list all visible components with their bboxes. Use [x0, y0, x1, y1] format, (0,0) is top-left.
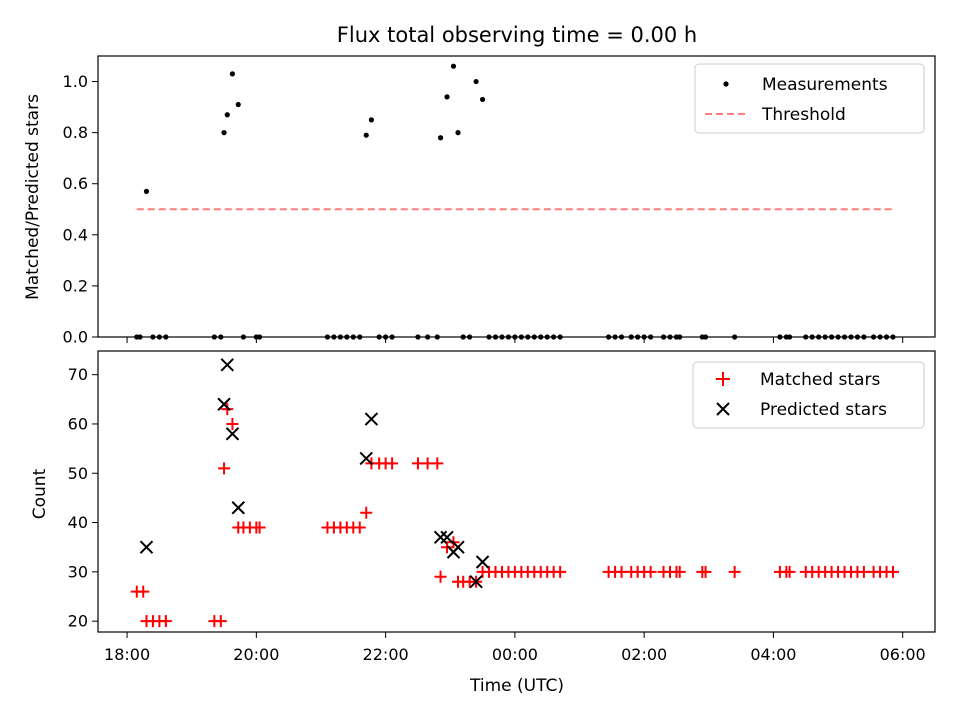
measurement-point [229, 71, 236, 77]
predicted-star-point [469, 575, 483, 589]
matched-star-point [441, 541, 454, 554]
y-tick-label: 1.0 [63, 72, 88, 91]
top-y-axis: 0.0 0.2 0.4 0.6 0.8 1.0 [63, 72, 98, 347]
bottom-plot-area [130, 358, 899, 628]
matched-star-point [218, 462, 231, 475]
legend-matched-label: Matched stars [760, 370, 880, 390]
matched-star-point [431, 457, 444, 470]
measurement-point [450, 63, 457, 69]
x-tick-label: 06:00 [880, 645, 926, 664]
x-tick-label: 20:00 [233, 645, 279, 664]
predicted-star-point [220, 358, 234, 372]
matched-star-point [214, 615, 227, 628]
y-tick-label: 30 [68, 562, 88, 581]
legend-matched-marker [716, 372, 730, 386]
bottom-panel-frame [97, 350, 936, 633]
top-legend: Measurements Threshold [694, 63, 925, 134]
matched-star-point [159, 615, 172, 628]
matched-star-point [783, 565, 796, 578]
bottom-panel: 20 30 40 50 60 70 18:00 20:00 22:00 00:00 02:00 04… [30, 350, 936, 696]
matched-star-point [253, 521, 266, 534]
top-x-ticks [126, 337, 904, 343]
x-tick-label: 22:00 [363, 645, 409, 664]
matched-star-point [226, 417, 239, 430]
y-tick-label: 0.2 [63, 276, 88, 295]
y-tick-label: 20 [68, 612, 88, 631]
matched-star-point [137, 585, 150, 598]
bottom-legend-box [692, 361, 925, 429]
x-axis-label: Time (UTC) [469, 676, 564, 696]
matched-star-point [644, 565, 657, 578]
top-panel: 0.0 0.2 0.4 0.6 0.8 1.0 Matched/Predicted sta… [23, 55, 936, 347]
bottom-y-axis-label: Count [30, 468, 50, 519]
measurement-point [363, 132, 369, 138]
matched-star-point [353, 521, 366, 534]
matched-star-point [386, 457, 399, 470]
y-tick-label: 0.6 [63, 174, 88, 193]
matched-star-point [699, 565, 712, 578]
y-tick-label: 60 [68, 414, 88, 433]
predicted-star-point [225, 427, 240, 441]
matched-star-point [360, 506, 373, 519]
y-tick-label: 40 [68, 513, 88, 532]
matched-star-point [554, 565, 567, 578]
bottom-legend: Matched stars Predicted stars [692, 361, 925, 429]
matched-star-point [673, 565, 686, 578]
predicted-star-point [475, 555, 490, 569]
matched-star-point [728, 565, 741, 578]
top-y-axis-label: Matched/Predicted stars [23, 94, 43, 300]
measurement-point [221, 130, 227, 136]
predicted-star-point [139, 540, 154, 554]
measurement-point [143, 188, 150, 194]
y-tick-label: 70 [68, 365, 88, 384]
predicted-star-point [231, 501, 245, 515]
y-tick-label: 0.8 [63, 123, 88, 142]
x-tick-label: 04:00 [750, 645, 796, 664]
y-tick-label: 0.4 [63, 225, 88, 244]
top-plot-area [134, 63, 896, 340]
x-tick-label: 18:00 [104, 645, 150, 664]
x-tick-label: 00:00 [492, 645, 538, 664]
top-legend-box [694, 63, 925, 134]
predicted-star-point [440, 530, 454, 545]
x-tick-label: 02:00 [621, 645, 667, 664]
measurement-point [368, 117, 374, 123]
legend-predicted-marker [716, 402, 730, 416]
predicted-star-point [217, 397, 231, 411]
matched-star-point [434, 570, 447, 583]
measurement-point [437, 135, 444, 141]
matched-star-point [886, 565, 899, 578]
bottom-x-axis: 18:00 20:00 22:00 00:00 02:00 04:00 06:00 [104, 632, 926, 664]
chart-title: Flux total observing time = 0.00 h [337, 23, 697, 47]
legend-threshold-label: Threshold [761, 105, 846, 125]
predicted-star-point [451, 540, 465, 554]
bottom-y-axis: 20 30 40 50 60 70 [68, 365, 98, 631]
legend-measurements-marker [723, 81, 729, 87]
predicted-star-point [364, 412, 379, 426]
measurement-point [444, 94, 450, 100]
measurement-point [235, 101, 241, 108]
top-panel-frame [97, 55, 936, 338]
measurement-point [479, 96, 486, 103]
y-tick-label: 50 [68, 464, 88, 483]
measurement-point [224, 112, 230, 118]
measurement-point [455, 130, 461, 136]
matched-star-point [221, 403, 234, 416]
legend-measurements-label: Measurements [762, 75, 888, 95]
y-tick-label: 0.0 [63, 328, 88, 347]
predicted-star-point [359, 451, 373, 466]
legend-predicted-label: Predicted stars [760, 400, 887, 420]
measurement-point [473, 78, 479, 85]
predicted-star-point [433, 530, 448, 545]
